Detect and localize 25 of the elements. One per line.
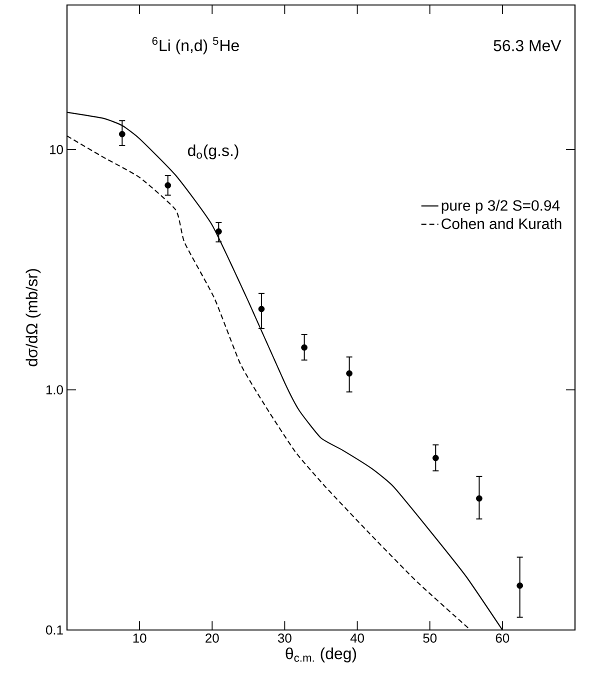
- x-tick-label: 30: [278, 634, 292, 643]
- legend-label: Cohen and Kurath: [442, 218, 562, 230]
- point: [258, 306, 265, 312]
- point: [164, 182, 172, 189]
- y-axis-title: dσ/dΩ (mb/sr): [26, 269, 41, 366]
- y-tick-label: 10: [50, 145, 63, 154]
- x-tick-label: 10: [133, 634, 146, 643]
- x-tick-label: 60: [496, 634, 510, 643]
- y-tick-label: 1.0: [46, 385, 63, 394]
- legend-label: pure p 3/2 S=0.94: [442, 200, 560, 214]
- annotation: 56.3 MeV: [494, 40, 562, 52]
- point: [301, 344, 308, 351]
- y-tick-label: 0.1: [46, 625, 63, 635]
- x-axis-title: θ$_{c.m.}$ (deg): [286, 648, 356, 662]
- x-tick-label: 20: [206, 634, 219, 643]
- annotation: $^{6}$Li (n,d) $^{5}$He: [152, 36, 239, 54]
- point: [476, 495, 482, 502]
- point: [346, 370, 352, 377]
- point: [215, 228, 222, 235]
- point: [432, 454, 439, 462]
- point: [516, 582, 524, 589]
- x-tick-label: 40: [350, 634, 364, 643]
- point: [118, 130, 126, 138]
- annotation: d$_{o}$(g.s.): [188, 144, 238, 160]
- x-tick-label: 50: [423, 634, 437, 643]
